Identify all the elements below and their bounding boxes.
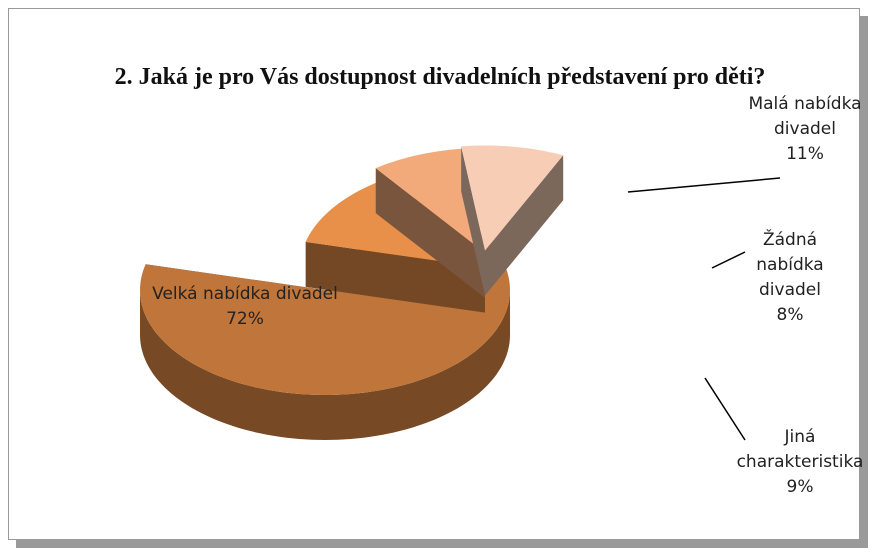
category-label: Malá nabídka divadel (748, 94, 862, 139)
slice-side (305, 241, 485, 313)
leader-line (704, 377, 746, 441)
slice-wall (140, 290, 510, 440)
leader-line (627, 177, 781, 193)
category-label: Jiná charakteristika (736, 427, 864, 472)
slice-label: Jiná charakteristika 9% (735, 425, 865, 500)
slice-label: Malá nabídka divadel 11% (745, 92, 865, 167)
slice-label: Žádná nabídka divadel 8% (735, 228, 845, 328)
value-label: 8% (776, 305, 804, 325)
pie-slice (461, 145, 564, 296)
slice-side (375, 168, 485, 298)
value-label: 9% (786, 477, 814, 497)
slice-side (485, 155, 564, 296)
slice-top (375, 148, 485, 253)
slice-side (461, 146, 485, 296)
value-label: 11% (786, 144, 824, 164)
value-label: 72% (226, 309, 264, 329)
category-label: Velká nabídka divadel (152, 284, 338, 304)
slice-top (461, 145, 564, 251)
chart-title: 2. Jaká je pro Vás dostupnost divadelníc… (114, 64, 766, 90)
leader-line (711, 251, 746, 269)
slice-label: Velká nabídka divadel 72% (150, 282, 340, 332)
category-label: Žádná nabídka divadel (756, 230, 824, 300)
leader-lines (627, 177, 781, 441)
